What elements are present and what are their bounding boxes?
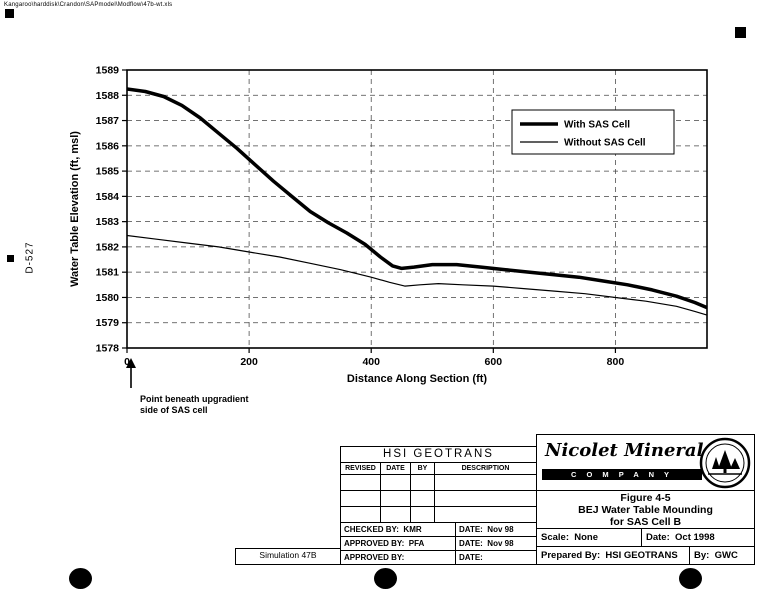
scale-date-row: Scale: None Date: Oct 1998: [537, 528, 754, 546]
y-tick-label: 1583: [96, 216, 120, 228]
approved-by-row-1: APPROVED BY: PFA DATE: Nov 98: [341, 536, 536, 551]
x-axis-label: Distance Along Section (ft): [347, 373, 487, 385]
approved-date-1: DATE: Nov 98: [459, 538, 514, 548]
registration-mark-right: [735, 27, 746, 38]
y-tick-label: 1581: [96, 267, 120, 279]
chart-svg: 1578 1579 1580 1581 1582 1583 1584 1585 1586 1587…: [69, 65, 708, 385]
y-tick-label: 1580: [96, 292, 120, 304]
checked-date: DATE: Nov 98: [459, 524, 514, 534]
y-tick-label: 1584: [96, 191, 120, 203]
by-value: By: GWC: [694, 550, 738, 561]
checked-by-row: CHECKED BY: KMR DATE: Nov 98: [341, 522, 536, 537]
annotation-text: Point beneath upgradient side of SAS cel…: [140, 394, 249, 416]
hsi-title-block: HSI GEOTRANS REVISED DATE BY DESCRIPTION…: [340, 446, 537, 565]
file-path-header: Kangaroo\harddisk\Crandon\SAPmodel\Modfl…: [4, 2, 173, 8]
hole-punch-dot: [69, 568, 92, 589]
prepared-by-value: Prepared By: HSI GEOTRANS: [537, 547, 690, 564]
company-logo-area: Nicolet Minerals C O M P A N Y: [537, 435, 754, 491]
y-tick-label: 1587: [96, 115, 120, 127]
revision-header-description: DESCRIPTION: [461, 465, 510, 472]
registration-mark-top-left: [5, 9, 14, 18]
hole-punch-dot: [374, 568, 397, 589]
figure-number: Figure 4-5: [620, 492, 671, 504]
date-value: Date: Oct 1998: [646, 532, 715, 543]
figure-title-line1: BEJ Water Table Mounding: [578, 504, 713, 516]
figure-title-line2: for SAS Cell B: [609, 516, 682, 528]
checked-by: CHECKED BY: KMR: [341, 522, 456, 536]
revision-empty-row: [341, 475, 536, 492]
revision-header-date: DATE: [381, 463, 411, 475]
scale-value: Scale: None: [537, 529, 642, 546]
y-tick-label: 1588: [96, 90, 120, 102]
x-tick-label: 600: [485, 356, 503, 368]
y-tick-label: 1582: [96, 241, 120, 253]
x-tick-label: 200: [240, 356, 258, 368]
org-name: HSI GEOTRANS: [341, 447, 536, 463]
plot-border: [126, 69, 708, 349]
water-table-chart: 1578 1579 1580 1581 1582 1583 1584 1585 1586 1587…: [62, 58, 742, 398]
hole-punch-dot: [679, 568, 702, 589]
y-tick-label: 1578: [96, 343, 120, 355]
revision-empty-row: [341, 507, 536, 523]
company-name: Nicolet Minerals: [545, 440, 714, 461]
revision-empty-row: [341, 491, 536, 507]
approved-by-2: APPROVED BY:: [341, 551, 456, 564]
annotation-line1: Point beneath upgradient: [140, 394, 249, 404]
approved-date-2: DATE:: [459, 553, 483, 562]
prepared-by-row: Prepared By: HSI GEOTRANS By: GWC: [537, 546, 754, 564]
legend-box: [511, 109, 675, 155]
revision-header-row: REVISED DATE BY DESCRIPTION: [341, 463, 536, 476]
document-number: D-527: [24, 241, 36, 274]
legend-label: Without SAS Cell: [564, 138, 646, 149]
nicolet-logo-emblem: [699, 437, 751, 489]
company-title-block: Nicolet Minerals C O M P A N Y Figure 4-…: [536, 434, 755, 565]
approved-by-row-2: APPROVED BY: DATE:: [341, 551, 536, 564]
registration-mark-left: [7, 255, 14, 262]
x-tick-label: 0: [124, 356, 130, 368]
revision-header-revised: REVISED: [341, 463, 381, 475]
annotation-line2: side of SAS cell: [140, 405, 208, 415]
company-bar: C O M P A N Y: [542, 469, 702, 480]
x-tick-label: 400: [362, 356, 380, 368]
series-line-1: [126, 234, 708, 316]
up-arrow-icon: [126, 358, 136, 388]
x-tick-label: 800: [607, 356, 625, 368]
revision-header-by: BY: [411, 463, 435, 475]
y-tick-label: 1586: [96, 140, 120, 152]
y-tick-label: 1589: [96, 65, 120, 77]
y-axis-label: Water Table Elevation (ft, msl): [69, 131, 81, 287]
simulation-label-box: Simulation 47B: [235, 548, 341, 565]
series-line-0: [126, 87, 708, 310]
y-tick-label: 1579: [96, 317, 120, 329]
legend-label: With SAS Cell: [564, 120, 630, 131]
y-tick-label: 1585: [96, 166, 120, 178]
approved-by-1: APPROVED BY: PFA: [341, 536, 456, 550]
